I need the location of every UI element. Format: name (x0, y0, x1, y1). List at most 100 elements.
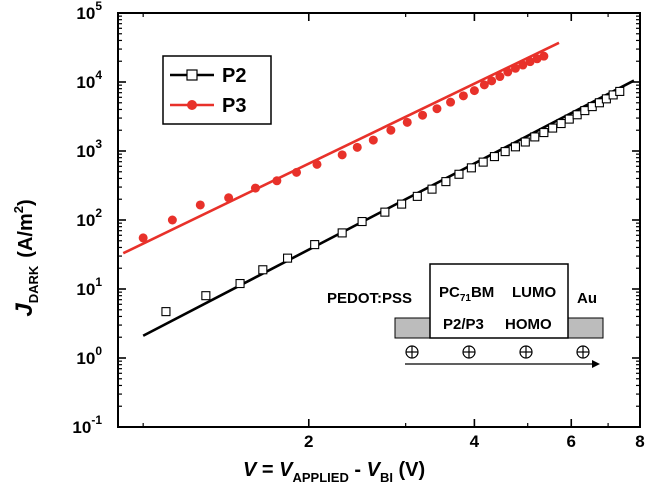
y-tick-label: 103 (76, 137, 102, 161)
y-tick-label: 104 (76, 68, 102, 92)
inset-pedot-label: PEDOT:PSS (327, 290, 412, 307)
data-point (337, 150, 347, 160)
x-axis-title-sub1: APPLIED (292, 470, 348, 485)
plot-frame (117, 12, 641, 428)
data-point (380, 207, 390, 217)
y-axis-title-unit-pre: (A/m (15, 213, 37, 257)
data-point (572, 110, 582, 120)
data-point (500, 147, 510, 157)
y-tick-label: 10-1 (72, 413, 102, 437)
inset-au-layer (567, 317, 604, 339)
y-axis-title-unit-post: ) (15, 199, 37, 206)
x-axis-title-v1: V (243, 459, 258, 481)
inset-au-label: Au (577, 290, 597, 307)
data-point (292, 167, 302, 177)
x-axis-title-minus: - (349, 459, 367, 481)
data-point (489, 152, 499, 162)
data-point (539, 51, 549, 61)
data-point (201, 291, 211, 301)
data-point (258, 265, 268, 275)
data-point (397, 199, 407, 209)
data-point (503, 67, 513, 77)
data-point (548, 123, 558, 133)
y-tick-label: 101 (76, 275, 102, 299)
data-point (556, 118, 566, 129)
data-point (272, 176, 282, 186)
data-point (479, 80, 489, 90)
y-axis-title: JDARK (A/m2) (11, 199, 41, 316)
x-tick-label: 2 (304, 432, 313, 451)
hole-symbol (405, 345, 419, 359)
data-point (518, 60, 528, 70)
inset-hole-symbols (405, 345, 590, 359)
data-point (312, 159, 322, 169)
x-tick-label: 6 (567, 432, 576, 451)
data-point (195, 200, 205, 210)
inset-p2p3-label: P2/P3 (443, 316, 484, 333)
x-tick-label: 4 (470, 432, 480, 451)
data-point (412, 191, 422, 201)
legend-p3-marker (187, 100, 197, 110)
data-point (235, 278, 245, 289)
data-point (487, 76, 497, 86)
data-point (458, 91, 468, 101)
data-point (161, 307, 171, 317)
data-point (138, 233, 148, 243)
y-axis-title-j: J (11, 303, 38, 317)
inset-homo-label: HOMO (505, 316, 552, 333)
x-tick-label: 8 (635, 432, 644, 451)
data-point (564, 114, 574, 124)
y-tick-label: 100 (76, 344, 102, 368)
svg-text:JDARK(A/m2): JDARK (A/m2) (11, 199, 41, 316)
data-point (432, 104, 442, 114)
y-tick-label: 105 (76, 0, 102, 23)
inset-active-layer (429, 263, 569, 339)
data-point (441, 177, 451, 187)
data-point (352, 142, 362, 152)
legend: P2 P3 (162, 55, 272, 125)
x-axis-title-eq: = (256, 459, 279, 481)
series-p3 (138, 51, 549, 243)
data-point (532, 54, 542, 64)
x-axis-title-unit: (V) (393, 459, 425, 481)
data-point (469, 86, 479, 96)
inset-lumo-label: LUMO (512, 284, 556, 301)
fit-line-p3 (122, 41, 560, 255)
data-point (530, 132, 540, 142)
hole-symbol (462, 345, 476, 359)
data-point (224, 193, 234, 203)
legend-p3-label: P3 (222, 95, 246, 117)
y-axis-title-unit-sup: 2 (11, 206, 26, 213)
data-point (427, 184, 437, 194)
data-point (510, 63, 520, 73)
data-point (368, 135, 378, 145)
legend-box (162, 55, 272, 125)
x-axis-title-v3: V (367, 459, 382, 481)
data-point (167, 215, 177, 225)
series-p2 (161, 86, 625, 317)
data-point (386, 125, 396, 135)
x-axis-title-v2: V (279, 459, 294, 481)
hole-symbol (576, 345, 590, 359)
data-point (510, 142, 521, 152)
x-axis-title: V = VAPPLIED - VBI (V) (243, 459, 425, 485)
tick-labels: 10-1 100 101 102 103 104 105 2 4 6 8 (72, 0, 644, 451)
data-point (418, 110, 428, 120)
y-tick-label: 102 (76, 206, 102, 230)
inset-pedot-layer (394, 317, 431, 339)
data-point (478, 157, 488, 167)
data-point (580, 106, 590, 116)
hole-symbol (519, 345, 533, 359)
x-axis-title-sub2: BI (380, 470, 393, 485)
data-point (615, 86, 625, 96)
data-point (466, 163, 476, 173)
data-point (495, 72, 505, 82)
data-point (402, 117, 412, 127)
device-inset: PEDOT:PSS PC71BM LUMO P2/P3 HOMO Au (327, 263, 604, 368)
inset-pcbm-label: PC71BM (439, 284, 494, 304)
inset-arrow-head (592, 360, 600, 368)
data-point (446, 97, 456, 107)
data-points (138, 51, 625, 317)
data-point (283, 253, 293, 263)
data-point (454, 169, 464, 179)
